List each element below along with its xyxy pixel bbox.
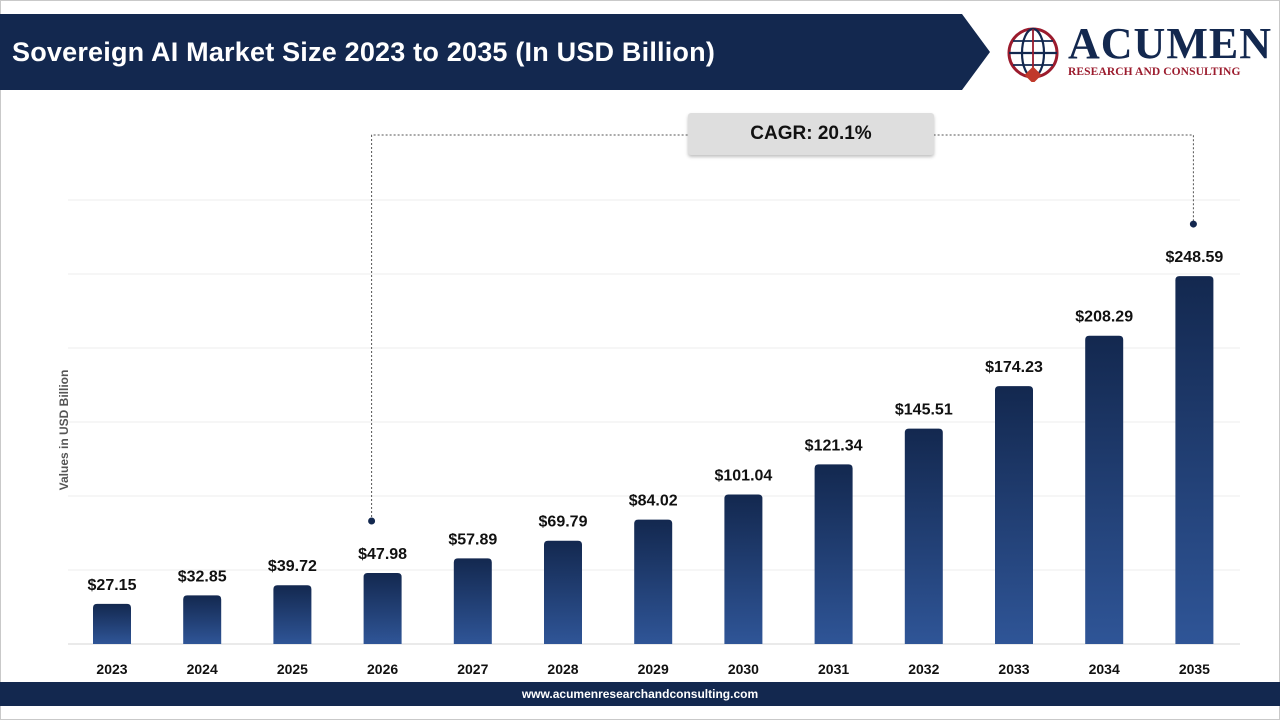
- bar-2034: [1085, 335, 1124, 644]
- bar-2024: [183, 595, 222, 644]
- x-tick-label: 2033: [998, 661, 1029, 677]
- bar-2031: [814, 464, 853, 644]
- x-tick-label: 2029: [638, 661, 669, 677]
- globe-logo-icon: [1007, 27, 1059, 82]
- x-tick-label: 2023: [96, 661, 127, 677]
- x-tick-label: 2026: [367, 661, 398, 677]
- title-banner: [0, 14, 990, 90]
- x-tick-label: 2030: [728, 661, 759, 677]
- cagr-dashed-line: [371, 134, 1194, 521]
- bar-2030: [724, 494, 763, 644]
- bar-2033: [995, 386, 1033, 644]
- data-labels: $27.15 $32.85 $39.72 $47.98 $57.89 $69.79 $84.…: [88, 249, 1224, 594]
- bar-2023: [93, 603, 131, 644]
- x-tick-label: 2025: [277, 661, 308, 677]
- x-tick-label: 2028: [547, 661, 578, 677]
- bars: [93, 276, 1214, 644]
- gridlines: [68, 199, 1240, 645]
- chart-title: Sovereign AI Market Size 2023 to 2035 (I…: [12, 37, 716, 67]
- bar-2026: [363, 572, 402, 644]
- footer-url[interactable]: www.acumenresearchandconsulting.com: [0, 682, 1280, 706]
- data-label: $174.23: [985, 359, 1043, 376]
- x-tick-labels: 2023 2024 2025 2026 2027 2028 2029 2030 2031 2032…: [96, 661, 1210, 677]
- x-tick-label: 2034: [1089, 661, 1120, 677]
- data-label: $121.34: [805, 437, 863, 454]
- bar-2032: [904, 428, 943, 644]
- data-label: $57.89: [448, 531, 497, 548]
- x-tick-label: 2032: [908, 661, 939, 677]
- data-label: $27.15: [88, 577, 137, 594]
- data-label: $248.59: [1165, 249, 1223, 266]
- data-label: $32.85: [178, 568, 227, 585]
- x-tick-label: 2031: [818, 661, 849, 677]
- data-label: $145.51: [895, 402, 953, 419]
- cagr-annotation: CAGR: 20.1%: [688, 113, 934, 155]
- cagr-start-dot: [368, 517, 376, 525]
- data-label: $47.98: [358, 546, 407, 563]
- cagr-bracket: [368, 134, 1197, 525]
- bar-2029: [634, 519, 673, 644]
- x-tick-label: 2024: [187, 661, 218, 677]
- acumen-logo: ACUMEN RESEARCH AND CONSULTING: [1004, 22, 1271, 82]
- data-label: $101.04: [714, 467, 772, 484]
- logo-wordmark: ACUMEN: [1068, 19, 1272, 68]
- bar-2025: [273, 585, 312, 644]
- cagr-end-dot: [1189, 220, 1197, 228]
- logo-subtitle: RESEARCH AND CONSULTING: [1068, 66, 1241, 78]
- data-label: $84.02: [629, 493, 678, 510]
- bar-2035: [1175, 276, 1214, 644]
- data-label: $39.72: [268, 558, 317, 575]
- x-tick-label: 2035: [1179, 661, 1210, 677]
- data-label: $208.29: [1075, 309, 1133, 326]
- data-label: $69.79: [539, 514, 588, 531]
- bar-2028: [544, 540, 582, 644]
- bar-2027: [453, 558, 492, 644]
- x-tick-label: 2027: [457, 661, 488, 677]
